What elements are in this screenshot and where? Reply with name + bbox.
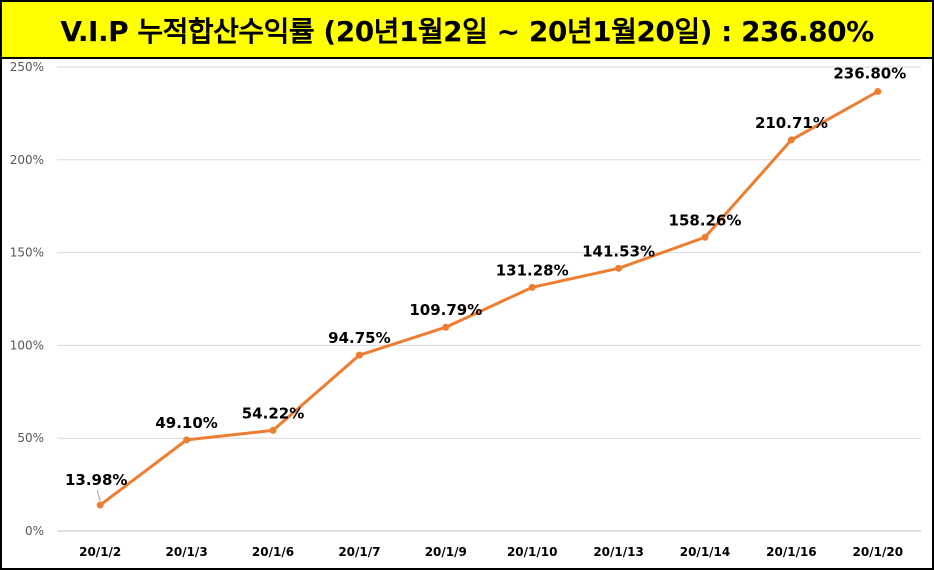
y-tick-label: 200% xyxy=(10,153,44,167)
data-labels: 13.98% 49.10% 54.22% 94.75% 109.79% 131.28% 14… xyxy=(65,64,906,502)
y-tick-label: 50% xyxy=(17,431,44,445)
x-axis-ticks: 20/1/2 20/1/3 20/1/6 20/1/7 20/1/9 20/1/10 20/… xyxy=(79,545,903,559)
y-axis-ticks: 0% 50% 100% 150% 200% 250% xyxy=(10,60,44,538)
x-tick-label: 20/1/3 xyxy=(166,545,208,559)
data-label: 109.79% xyxy=(409,301,482,319)
data-point xyxy=(183,436,191,444)
leader-line xyxy=(96,489,101,502)
data-label: 54.22% xyxy=(242,404,304,422)
series-line xyxy=(98,89,880,507)
series-group xyxy=(96,87,882,509)
x-tick-label: 20/1/14 xyxy=(680,545,731,559)
data-label: 94.75% xyxy=(328,329,390,347)
data-point xyxy=(615,264,623,272)
y-tick-label: 250% xyxy=(10,60,44,74)
x-tick-label: 20/1/20 xyxy=(853,545,904,559)
x-tick-label: 20/1/6 xyxy=(252,545,294,559)
data-label: 158.26% xyxy=(669,211,742,229)
data-label: 49.10% xyxy=(155,414,217,432)
x-tick-label: 20/1/10 xyxy=(507,545,558,559)
y-tick-label: 150% xyxy=(10,246,44,260)
title-bar: V.I.P 누적합산수익률 (20년1월2일 ~ 20년1월20일) : 236… xyxy=(2,2,932,59)
x-tick-label: 20/1/16 xyxy=(766,545,817,559)
y-tick-label: 0% xyxy=(25,524,44,538)
x-tick-label: 20/1/9 xyxy=(425,545,467,559)
data-point xyxy=(269,426,277,434)
data-point xyxy=(787,136,795,144)
gridlines xyxy=(57,66,921,532)
data-label: 141.53% xyxy=(582,242,655,260)
y-tick-label: 100% xyxy=(10,338,44,352)
data-point xyxy=(96,501,104,509)
data-label: 236.80% xyxy=(833,64,906,82)
data-label: 131.28% xyxy=(496,261,569,279)
data-point xyxy=(355,351,363,359)
data-point xyxy=(528,283,536,291)
data-label: 13.98% xyxy=(65,471,127,489)
x-tick-label: 20/1/13 xyxy=(593,545,644,559)
chart-title: V.I.P 누적합산수익률 (20년1월2일 ~ 20년1월20일) : 236… xyxy=(60,14,874,48)
data-point xyxy=(874,87,882,95)
data-label: 210.71% xyxy=(755,114,828,132)
data-point xyxy=(701,233,709,241)
x-tick-label: 20/1/2 xyxy=(79,545,121,559)
x-tick-label: 20/1/7 xyxy=(338,545,380,559)
data-point xyxy=(442,323,450,331)
